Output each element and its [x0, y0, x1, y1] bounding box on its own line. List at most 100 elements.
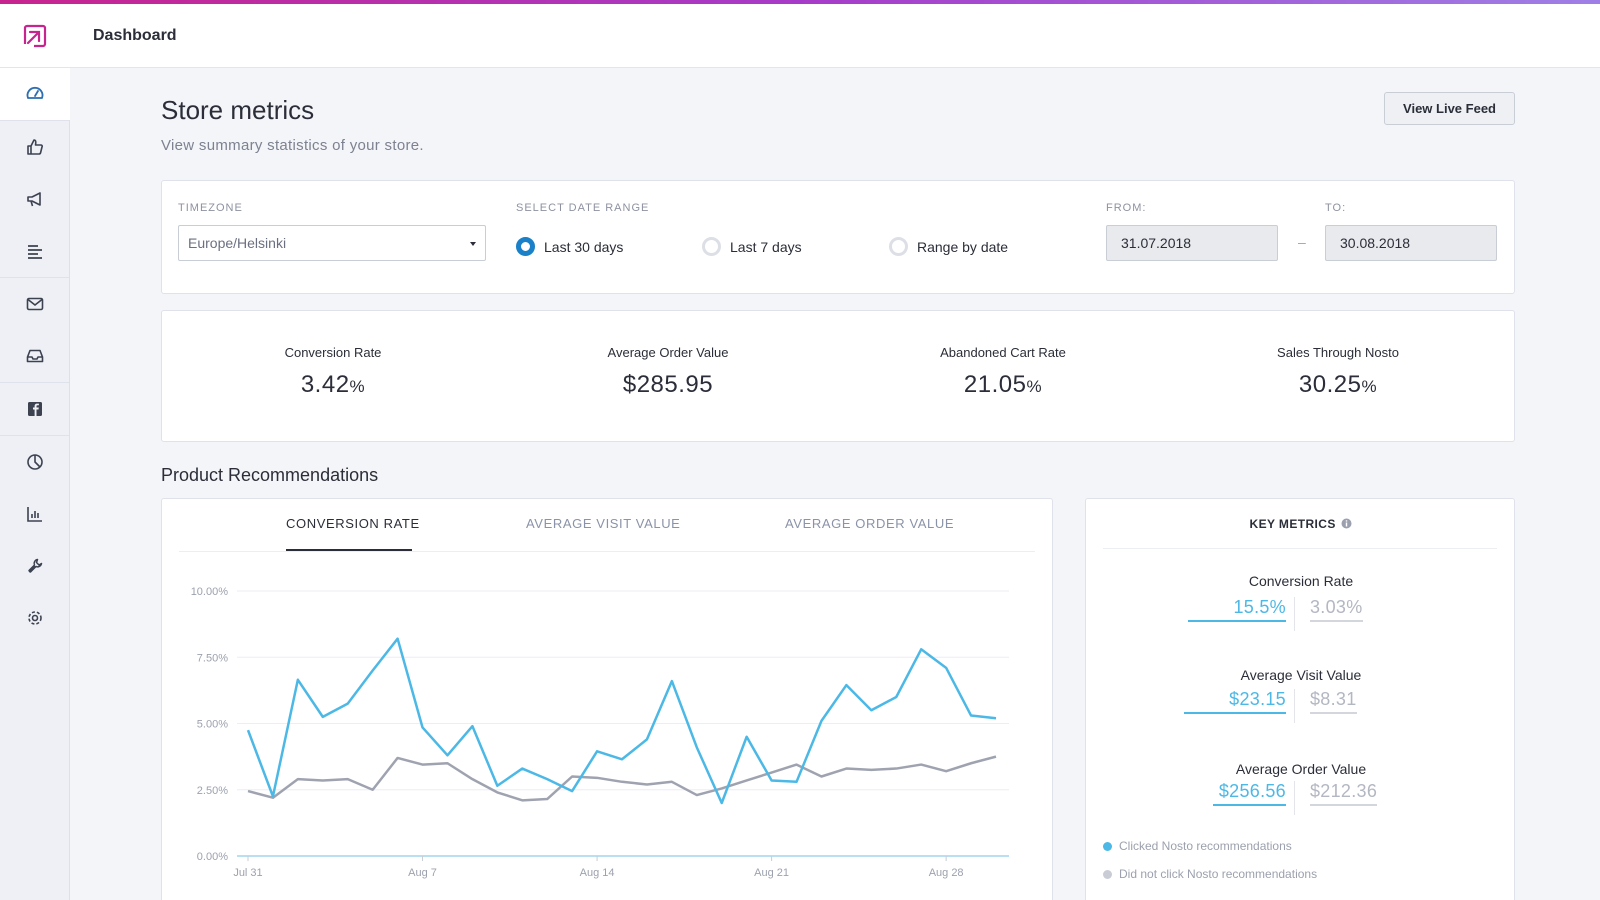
stat-value: $285.95: [543, 371, 793, 399]
sidebar-item-campaigns[interactable]: [0, 173, 70, 225]
stat-number: 30.25: [1298, 371, 1362, 398]
nav-divider: [0, 382, 69, 383]
stat-unit: %: [349, 377, 366, 396]
radio-last-30-days[interactable]: Last 30 days: [516, 237, 623, 256]
stat-label: Conversion Rate: [284, 345, 382, 360]
sidebar-item-recommendations[interactable]: [0, 121, 70, 173]
chart-card: CONVERSION RATE AVERAGE VISIT VALUE AVER…: [161, 498, 1053, 900]
series-line-clicked: [246, 637, 997, 805]
top-gradient-bar: [0, 0, 1600, 4]
section-title: Product Recommendations: [161, 465, 379, 485]
key-metrics-card: KEY METRICS Conversion Rate 15.5% 3.03% …: [1085, 498, 1515, 900]
stat-number: $285.95: [622, 371, 714, 398]
sidebar-item-settings[interactable]: [0, 592, 70, 644]
page-subtitle: View summary statistics of your store.: [161, 137, 424, 154]
top-header: Dashboard: [70, 4, 1600, 68]
stat-label: Average Order Value: [607, 345, 729, 360]
thumbs-up-icon: [27, 139, 43, 155]
caret-down-icon: [470, 242, 476, 246]
tab-conversion-rate[interactable]: CONVERSION RATE: [286, 516, 420, 531]
x-tick-label: Aug 21: [754, 867, 789, 879]
radio-label: Last 30 days: [544, 238, 624, 255]
legend-dot-icon: [1103, 869, 1112, 879]
megaphone-icon: [27, 192, 41, 207]
key-metric-label: Average Order Value: [1235, 761, 1367, 777]
legend-clicked: Clicked Nosto recommendations: [1103, 839, 1292, 853]
value-separator: [1294, 597, 1295, 631]
radio-unselected-icon: [702, 237, 721, 256]
y-tick-label: 10.00%: [191, 586, 229, 598]
radio-range-by-date[interactable]: Range by date: [889, 237, 1008, 256]
sidebar-item-dashboard[interactable]: [0, 68, 70, 120]
sidebar-item-reports[interactable]: [0, 488, 70, 540]
key-metric-label: Average Visit Value: [1240, 667, 1362, 683]
radio-selected-icon: [516, 237, 535, 256]
key-metrics-divider: [1103, 548, 1497, 549]
key-metric-label: Conversion Rate: [1248, 573, 1354, 589]
radio-last-7-days[interactable]: Last 7 days: [702, 237, 802, 256]
from-date-input[interactable]: 31.07.2018: [1106, 225, 1278, 261]
date-range-label: SELECT DATE RANGE: [516, 202, 650, 214]
stat-label: Abandoned Cart Rate: [940, 345, 1066, 360]
x-tick-label: Jul 31: [233, 867, 262, 879]
key-metric-clicked-value: $256.56: [1213, 781, 1286, 806]
to-date-input[interactable]: 30.08.2018: [1325, 225, 1497, 261]
gauge-icon: [26, 86, 44, 99]
x-tick-label: Aug 14: [580, 867, 615, 879]
timezone-label: TIMEZONE: [178, 202, 243, 214]
key-metrics-title-text: KEY METRICS: [1249, 517, 1336, 531]
key-metric-not-clicked-value: $8.31: [1310, 689, 1357, 714]
date-separator: –: [1298, 234, 1306, 250]
key-metric-not-clicked-value: $212.36: [1310, 781, 1378, 806]
conversion-rate-chart: 10.00% 7.50% 5.00% 2.50% 0.00% Jul 31 Aug 7 Aug…: [191, 586, 1009, 879]
view-live-feed-button[interactable]: View Live Feed: [1384, 92, 1515, 125]
filters-card: TIMEZONE Europe/Helsinki SELECT DATE RAN…: [161, 180, 1515, 294]
y-tick-label: 0.00%: [197, 851, 228, 863]
sidebar-item-content[interactable]: [0, 225, 70, 277]
radio-label: Range by date: [917, 238, 1009, 255]
active-tab-indicator: [286, 549, 412, 551]
nosto-logo[interactable]: [0, 4, 70, 68]
value-separator: [1294, 689, 1295, 723]
tab-average-visit-value[interactable]: AVERAGE VISIT VALUE: [526, 516, 681, 531]
stat-number: 21.05: [963, 371, 1027, 398]
sidebar-item-tools[interactable]: [0, 540, 70, 592]
key-metric-clicked-value: $23.15: [1184, 689, 1286, 714]
stat-conversion-rate: Conversion Rate 3.42%: [208, 345, 458, 399]
bar-chart-icon: [27, 507, 42, 522]
wrench-icon: [28, 558, 43, 573]
sidebar: [0, 4, 70, 900]
y-tick-label: 5.00%: [197, 719, 228, 731]
stat-value: 30.25%: [1213, 371, 1463, 399]
sidebar-item-analytics[interactable]: [0, 436, 70, 488]
value-separator: [1294, 781, 1295, 815]
timezone-select[interactable]: Europe/Helsinki: [178, 225, 486, 261]
nav-divider: [0, 120, 69, 121]
mail-icon: [26, 297, 44, 311]
radio-label: Last 7 days: [730, 238, 802, 255]
key-metric-clicked-value: 15.5%: [1188, 597, 1286, 622]
tab-average-order-value[interactable]: AVERAGE ORDER VALUE: [785, 516, 955, 531]
legend-not-clicked: Did not click Nosto recommendations: [1103, 867, 1317, 881]
sidebar-item-facebook[interactable]: [0, 383, 70, 435]
y-tick-label: 7.50%: [197, 652, 228, 664]
stat-abandoned-cart-rate: Abandoned Cart Rate 21.05%: [878, 345, 1128, 399]
legend-dot-icon: [1103, 841, 1112, 851]
timezone-value: Europe/Helsinki: [188, 235, 287, 251]
sidebar-item-email[interactable]: [0, 278, 70, 330]
stat-label: Sales Through Nosto: [1277, 345, 1399, 360]
list-icon: [28, 245, 42, 259]
gear-icon: [28, 611, 42, 625]
y-tick-label: 2.50%: [197, 785, 228, 797]
stat-value: 21.05%: [878, 371, 1128, 399]
legend-label: Did not click Nosto recommendations: [1119, 867, 1318, 881]
x-tick-label: Aug 7: [408, 867, 437, 879]
facebook-icon: [28, 402, 42, 416]
info-icon[interactable]: [1341, 518, 1352, 529]
key-metric-not-clicked-value: 3.03%: [1310, 597, 1363, 622]
sidebar-item-inbox[interactable]: [0, 330, 70, 382]
x-tick-label: Aug 28: [929, 867, 964, 879]
summary-stats-card: Conversion Rate 3.42% Average Order Valu…: [161, 310, 1515, 442]
stat-value: 3.42%: [208, 371, 458, 399]
logo-icon: [23, 24, 47, 47]
